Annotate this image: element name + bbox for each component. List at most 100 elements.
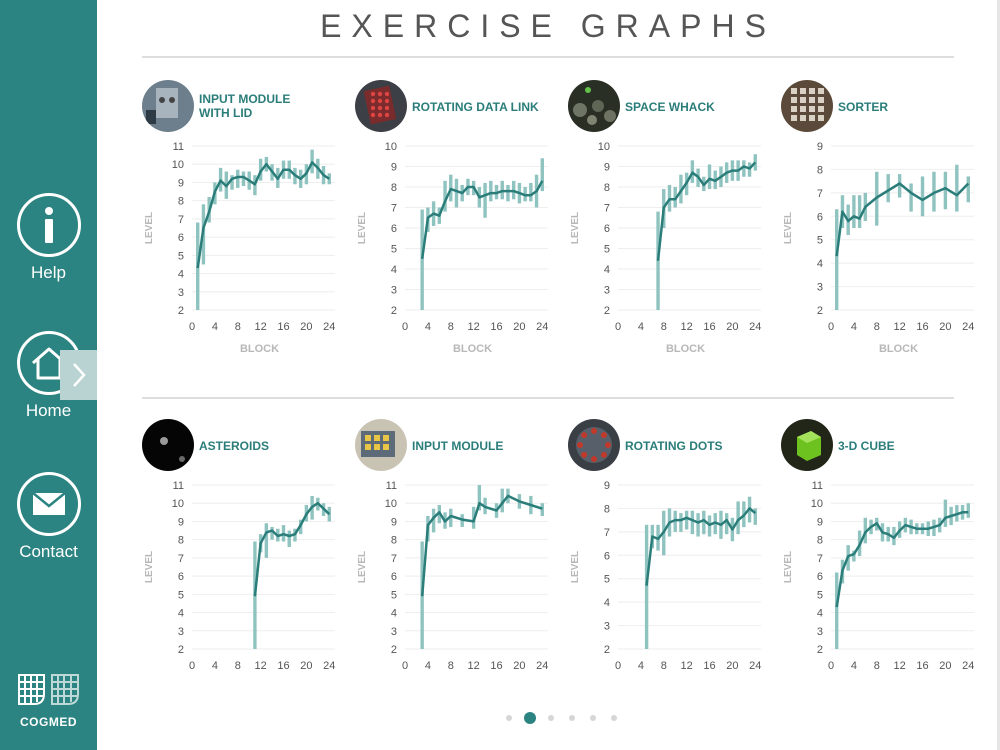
x-tick-label: 0 [402, 660, 408, 672]
x-tick-label: 16 [490, 321, 502, 333]
page-indicator [500, 712, 630, 726]
y-tick-label: 6 [604, 550, 610, 562]
exercise-title: INPUT MODULE [412, 439, 552, 453]
x-tick-label: 16 [277, 321, 289, 333]
x-tick-label: 20 [939, 321, 951, 333]
y-tick-label: 5 [817, 589, 823, 601]
range-bar [852, 550, 856, 562]
page-dot[interactable] [590, 715, 596, 721]
y-tick-label: 7 [178, 553, 184, 565]
page-dot[interactable] [524, 712, 536, 724]
exercise-card-input-module-with-lid[interactable]: INPUT MODULE WITH LID 2 3 4 5 6 7 8 9 10 11 0 4 8 12 16 2… [142, 80, 342, 380]
exercise-title-line1: INPUT MODULE [412, 439, 504, 453]
y-tick-label: 11 [386, 480, 397, 492]
page-dot[interactable] [548, 715, 554, 721]
x-tick-label: 12 [468, 660, 480, 672]
exercise-card-rotating-dots[interactable]: ROTATING DOTS 2 3 4 5 6 7 8 9 0 4 8 12 16 20 24 LEVEL [568, 419, 768, 719]
cogmed-logo-icon [17, 674, 79, 705]
exercise-card-3d-cube[interactable]: 3-D CUBE 2 3 4 5 6 7 8 9 10 11 0 4 8 12 16 20 24 LEVEL [781, 419, 981, 719]
range-bar [454, 178, 459, 208]
y-tick-label: 5 [391, 589, 397, 601]
contact-button[interactable]: Contact [0, 472, 97, 562]
range-bar [909, 183, 913, 212]
range-bar [420, 209, 424, 310]
x-tick-label: 20 [300, 321, 312, 333]
exercise-card-space-whack[interactable]: SPACE WHACK 2 3 4 5 6 7 8 9 10 0 4 8 12 16 20 24 LEVEL BLO… [568, 80, 768, 380]
range-bar [264, 523, 269, 558]
x-tick-label: 24 [749, 321, 761, 333]
range-bar [702, 510, 706, 535]
level-line [656, 161, 757, 261]
space-whack-thumb [568, 80, 620, 132]
level-line [253, 501, 331, 597]
x-tick-label: 8 [235, 321, 241, 333]
exercise-card-asteroids[interactable]: ASTEROIDS 2 3 4 5 6 7 8 9 10 11 0 4 8 12 16 20 24 LEVEL [142, 419, 342, 719]
y-tick-label: 7 [391, 203, 397, 215]
envelope-icon [16, 472, 81, 536]
exercise-title-line2: WITH LID [199, 106, 253, 120]
range-bar [540, 503, 544, 516]
x-tick-label: 12 [681, 321, 693, 333]
x-tick-label: 8 [448, 660, 454, 672]
x-tick-label: 24 [323, 660, 335, 672]
help-button[interactable]: Help [0, 193, 97, 283]
exercise-card-input-module[interactable]: INPUT MODULE 2 3 4 5 6 7 8 9 10 11 0 4 8 12 16 20 24 LEVEL [355, 419, 555, 719]
x-tick-label: 0 [615, 321, 621, 333]
exercise-title-line1: SPACE WHACK [625, 100, 715, 114]
range-bar [852, 195, 856, 228]
y-tick-label: 6 [178, 571, 184, 583]
range-bar [955, 164, 959, 212]
y-tick-label: 9 [817, 141, 823, 153]
range-bar [477, 485, 482, 511]
x-tick-label: 12 [681, 660, 693, 672]
y-tick-label: 4 [391, 264, 397, 276]
y-tick-label: 3 [178, 287, 184, 299]
y-axis-label: LEVEL [783, 551, 794, 583]
range-bar [696, 513, 700, 537]
range-bar [690, 510, 695, 535]
x-tick-label: 4 [851, 321, 857, 333]
x-tick-label: 12 [255, 321, 267, 333]
range-bar [966, 503, 970, 518]
range-bar [529, 182, 533, 202]
page-dot[interactable] [569, 715, 575, 721]
x-tick-label: 16 [703, 321, 715, 333]
exercise-title: ASTEROIDS [199, 439, 339, 453]
exercise-title-line1: 3-D CUBE [838, 439, 895, 453]
y-tick-label: 4 [391, 608, 397, 620]
x-tick-label: 4 [638, 660, 644, 672]
x-tick-label: 24 [962, 321, 974, 333]
info-icon [16, 193, 81, 257]
input-module-lid-thumb [142, 80, 194, 132]
page-dot[interactable] [506, 715, 512, 721]
x-tick-label: 0 [189, 321, 195, 333]
exercise-card-rotating-data-link[interactable]: ROTATING DATA LINK 2 3 4 5 6 7 8 9 10 0 4 8 12 16 20 24 L… [355, 80, 555, 380]
y-tick-label: 10 [172, 159, 184, 171]
exercise-title: 3-D CUBE [838, 439, 978, 453]
range-bar [431, 508, 436, 533]
x-tick-label: 16 [703, 660, 715, 672]
x-tick-label: 24 [323, 321, 335, 333]
level-chart: 2 3 4 5 6 7 8 9 10 11 0 4 8 12 16 20 24 LEVEL [144, 480, 335, 672]
y-tick-label: 6 [391, 571, 397, 583]
y-axis-label: LEVEL [357, 551, 368, 583]
x-tick-label: 24 [536, 660, 548, 672]
x-axis-label: BLOCK [240, 343, 279, 355]
rotating-dots-thumb [568, 419, 620, 471]
y-tick-label: 6 [391, 223, 397, 235]
x-tick-label: 4 [425, 321, 431, 333]
y-tick-label: 2 [604, 644, 610, 656]
sidebar-collapse-tab[interactable] [60, 350, 97, 400]
y-tick-label: 3 [178, 626, 184, 638]
x-tick-label: 0 [402, 321, 408, 333]
level-line [420, 180, 544, 259]
page-dot[interactable] [611, 715, 617, 721]
y-tick-label: 10 [385, 498, 397, 510]
range-bar [230, 175, 234, 190]
y-axis-label: LEVEL [570, 212, 581, 244]
sorter-thumb [781, 80, 833, 132]
range-bar [679, 513, 683, 532]
exercise-card-sorter[interactable]: SORTER 2 3 4 5 6 7 8 9 0 4 8 12 16 20 24 LEVEL BLOCK [781, 80, 981, 380]
level-line [835, 511, 969, 608]
range-bar [540, 158, 544, 192]
